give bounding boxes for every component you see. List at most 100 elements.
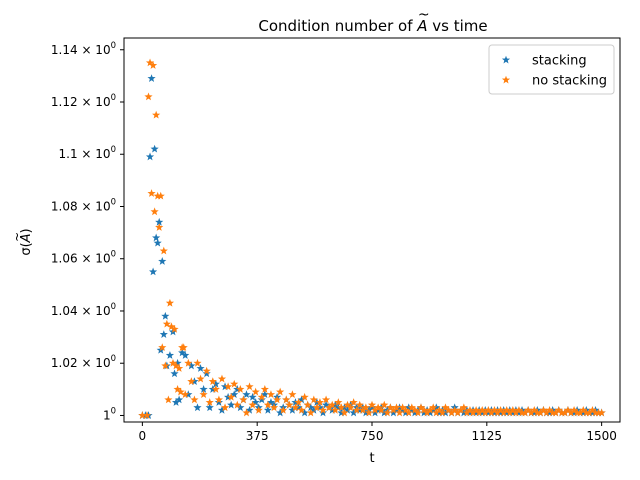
chart-title-tilde: ~ [418, 7, 430, 23]
data-point [505, 408, 514, 417]
data-point [138, 411, 147, 419]
data-point [147, 189, 156, 197]
data-point [367, 403, 377, 412]
y-tick-label: 1.02 × 100 [51, 354, 116, 370]
data-point [300, 392, 309, 401]
data-point [184, 390, 193, 399]
data-point [521, 408, 530, 417]
data-point [576, 408, 585, 417]
data-point [444, 405, 453, 414]
data-point [579, 408, 588, 417]
y-tick-label: 1.04 × 100 [51, 302, 116, 318]
data-point [340, 408, 349, 417]
data-point [398, 405, 407, 414]
data-point [392, 403, 401, 412]
data-point [220, 382, 230, 391]
y-axis-label-symbol: A [19, 233, 34, 243]
data-point [459, 408, 468, 417]
data-point [176, 387, 185, 396]
data-point [407, 405, 416, 414]
data-point [257, 395, 266, 404]
data-point [181, 390, 190, 399]
data-point [315, 403, 325, 412]
data-point [199, 385, 208, 393]
data-point [318, 405, 328, 414]
data-point [361, 403, 370, 412]
data-point [383, 408, 392, 417]
data-point [309, 405, 318, 414]
data-point [432, 408, 441, 417]
y-tick-label: 1.14 × 100 [51, 41, 116, 57]
data-point [554, 405, 563, 414]
data-point [187, 361, 196, 370]
data-point [147, 74, 156, 82]
data-point [542, 408, 551, 417]
data-point [199, 390, 208, 399]
data-point [502, 405, 511, 414]
data-point [217, 374, 227, 383]
data-point [236, 403, 245, 412]
data-point [164, 395, 173, 404]
data-point [242, 390, 251, 399]
data-point [214, 398, 223, 406]
data-point [248, 400, 257, 409]
data-point [367, 400, 377, 409]
data-point [165, 298, 175, 307]
data-point [145, 152, 155, 161]
data-point [142, 411, 152, 419]
data-point [441, 408, 450, 417]
data-point [162, 319, 171, 328]
data-point [536, 408, 545, 417]
data-point [155, 223, 164, 231]
legend-marker [501, 55, 511, 64]
x-axis: 0 375 750 1125 1500 [139, 422, 617, 443]
data-point [239, 395, 248, 404]
data-point [450, 405, 459, 414]
data-point [251, 387, 260, 396]
data-point [441, 403, 450, 412]
chart-title: Condition number of A vs time [258, 17, 487, 35]
series-stacking [138, 74, 606, 419]
data-point [508, 405, 517, 414]
data-point [475, 408, 484, 417]
data-point [591, 408, 600, 417]
data-point [193, 358, 202, 367]
data-point [545, 408, 554, 417]
data-point [173, 358, 182, 367]
data-point [196, 364, 205, 372]
data-point [502, 408, 511, 417]
data-point [158, 257, 167, 265]
data-point [155, 217, 164, 226]
data-point [395, 403, 404, 412]
data-point [297, 395, 306, 404]
data-point [563, 405, 573, 414]
data-point [508, 408, 517, 417]
data-point [573, 408, 582, 417]
data-point [211, 379, 220, 388]
data-point [202, 366, 211, 375]
data-point [236, 385, 245, 393]
y-axis-label-suffix: ) [19, 228, 34, 233]
data-point [588, 405, 597, 414]
data-point [423, 408, 432, 417]
data-point [426, 408, 435, 417]
data-point [300, 408, 309, 417]
data-point [404, 403, 413, 412]
data-point [242, 408, 251, 417]
data-point [355, 405, 364, 414]
data-point [276, 387, 285, 396]
data-point [171, 361, 181, 370]
data-point [175, 395, 184, 404]
data-point [224, 382, 233, 391]
data-point [297, 405, 306, 414]
series-no-stacking [138, 58, 606, 419]
data-point [413, 408, 423, 417]
data-point [432, 403, 441, 412]
data-point [266, 398, 276, 406]
x-tick-label: 750 [361, 429, 384, 443]
data-point [312, 403, 321, 412]
data-point [352, 405, 361, 414]
data-point [331, 405, 340, 414]
data-point [190, 395, 199, 404]
data-point [364, 408, 374, 417]
